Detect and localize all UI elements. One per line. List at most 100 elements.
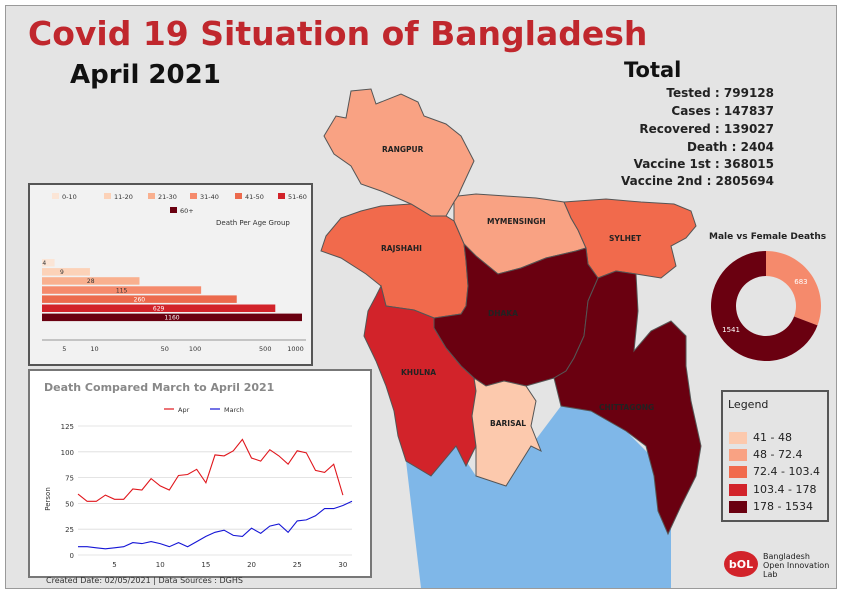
donut-slice — [766, 251, 821, 326]
age-bar — [42, 259, 55, 267]
cmp-legend-label: March — [224, 406, 244, 414]
cmp-x-tick: 20 — [247, 561, 256, 569]
age-x-tick: 500 — [259, 345, 271, 353]
cmp-series-line — [77, 438, 344, 502]
stat-recovered: Recovered : 139027 — [639, 122, 774, 136]
cmp-chart-title: Death Compared March to April 2021 — [44, 381, 274, 394]
cmp-x-tick: 10 — [156, 561, 165, 569]
label-mymensingh: MYMENSINGH — [487, 217, 546, 226]
cmp-y-tick: 125 — [61, 423, 74, 431]
age-x-tick: 5 — [62, 345, 66, 353]
age-x-tick: 100 — [189, 345, 201, 353]
donut-title: Male vs Female Deaths — [709, 232, 827, 242]
label-dhaka: DHAKA — [488, 309, 518, 318]
age-legend-label: 0-10 — [62, 193, 77, 201]
stat-vaccine-2nd: Vaccine 2nd : 2805694 — [620, 174, 774, 188]
age-bar — [42, 286, 202, 294]
age-bar — [42, 277, 140, 285]
map-poster: RANGPUR MYMENSINGH SYLHET RAJSHAHI DHAKA… — [5, 5, 837, 589]
logo-line: Bangladesh — [763, 552, 810, 561]
death-comparison-chart-panel: Death Compared March to April 2021 Apr Mar… — [28, 369, 372, 578]
bangladesh-map: RANGPUR MYMENSINGH SYLHET RAJSHAHI DHAKA… — [320, 88, 702, 588]
age-bar-label: 629 — [153, 306, 165, 313]
age-legend-swatch — [148, 193, 155, 199]
logo-text: Bangladesh Open Innovation Lab — [763, 552, 833, 579]
cmp-y-tick: 50 — [65, 500, 74, 508]
age-x-tick: 10 — [90, 345, 98, 353]
stat-vaccine-1st: Vaccine 1st : 368015 — [633, 157, 774, 171]
donut-label: 1541 — [722, 326, 740, 334]
donut-label: 683 — [794, 278, 807, 286]
age-bar — [42, 304, 276, 312]
map-legend: Legend 41 - 48 48 - 72.4 72.4 - 103.4 10… — [721, 390, 829, 522]
division-khulna[interactable] — [363, 284, 477, 477]
age-legend-swatch — [170, 207, 177, 213]
legend-swatch — [729, 501, 747, 513]
age-bar-label: 260 — [134, 296, 146, 303]
age-legend-swatch — [235, 193, 242, 199]
page-title: Covid 19 Situation of Bangladesh — [28, 14, 648, 53]
label-chittagong: CHITTAGONG — [599, 403, 654, 412]
age-bar-label: 115 — [116, 287, 128, 294]
age-legend-swatch — [52, 193, 59, 199]
age-bar-label: 9 — [60, 269, 64, 276]
age-x-tick: 1000 — [287, 345, 304, 353]
cmp-y-tick: 75 — [65, 475, 74, 483]
legend-label: 41 - 48 — [753, 431, 792, 444]
age-legend-label: 31-40 — [200, 193, 219, 201]
logo-line: Lab — [763, 570, 778, 579]
age-legend-swatch — [278, 193, 285, 199]
legend-label: 103.4 - 178 — [753, 483, 817, 496]
legend-swatch — [729, 449, 747, 461]
logo-mark: bOL — [729, 558, 753, 571]
age-bar — [42, 295, 237, 303]
gender-donut-chart: 683 1541 — [711, 251, 821, 361]
cmp-legend-label: Apr — [178, 406, 190, 414]
division-rangpur[interactable] — [323, 88, 475, 217]
age-legend-label: 60+ — [180, 207, 194, 215]
label-rangpur: RANGPUR — [382, 145, 424, 154]
division-rajshahi[interactable] — [320, 203, 469, 319]
division-chittagong[interactable] — [553, 270, 702, 536]
cmp-y-tick: 100 — [61, 449, 74, 457]
legend-swatch — [729, 484, 747, 496]
label-barisal: BARISAL — [490, 419, 526, 428]
age-legend-swatch — [190, 193, 197, 199]
total-heading: Total — [624, 58, 682, 82]
stat-cases: Cases : 147837 — [671, 104, 774, 118]
legend-swatch — [729, 432, 747, 444]
age-x-tick: 50 — [161, 345, 169, 353]
stat-death: Death : 2404 — [686, 140, 774, 154]
cmp-x-tick: 25 — [293, 561, 302, 569]
cmp-x-tick: 5 — [112, 561, 116, 569]
legend-label: 48 - 72.4 — [753, 448, 803, 461]
age-bar — [42, 313, 302, 322]
footer-credits: Created Date: 02/05/2021 | Data Sources … — [46, 576, 243, 585]
logo-line: Open Innovation — [763, 561, 830, 570]
donut-slice — [711, 251, 818, 361]
age-legend-label: 21-30 — [158, 193, 177, 201]
division-barisal[interactable] — [471, 376, 542, 487]
page-subtitle: April 2021 — [70, 60, 221, 90]
age-bar-label: 4 — [42, 260, 46, 267]
label-sylhet: SYLHET — [609, 234, 642, 243]
bay-of-bengal — [406, 406, 671, 588]
cmp-x-tick: 15 — [201, 561, 210, 569]
legend-label: 178 - 1534 — [753, 500, 813, 513]
cmp-y-tick: 0 — [70, 552, 74, 560]
legend-label: 72.4 - 103.4 — [753, 465, 820, 478]
legend-swatch — [729, 466, 747, 478]
cmp-y-tick: 25 — [65, 526, 74, 534]
legend-title: Legend — [728, 398, 769, 411]
division-sylhet[interactable] — [563, 198, 697, 279]
stat-tested: Tested : 799128 — [666, 86, 774, 100]
label-rajshahi: RAJSHAHI — [381, 244, 422, 253]
age-bar — [42, 268, 90, 276]
label-khulna: KHULNA — [401, 368, 436, 377]
age-group-chart: 0-10 11-20 21-30 31-40 41-50 51-60 60+ Death Pe… — [42, 193, 307, 353]
age-group-chart-panel: 0-10 11-20 21-30 31-40 41-50 51-60 60+ Death Pe… — [28, 183, 313, 366]
age-legend-label: 11-20 — [114, 193, 133, 201]
cmp-y-label: Person — [44, 487, 52, 511]
cmp-series-line — [78, 500, 353, 550]
bol-logo-icon: bOL — [724, 551, 758, 577]
